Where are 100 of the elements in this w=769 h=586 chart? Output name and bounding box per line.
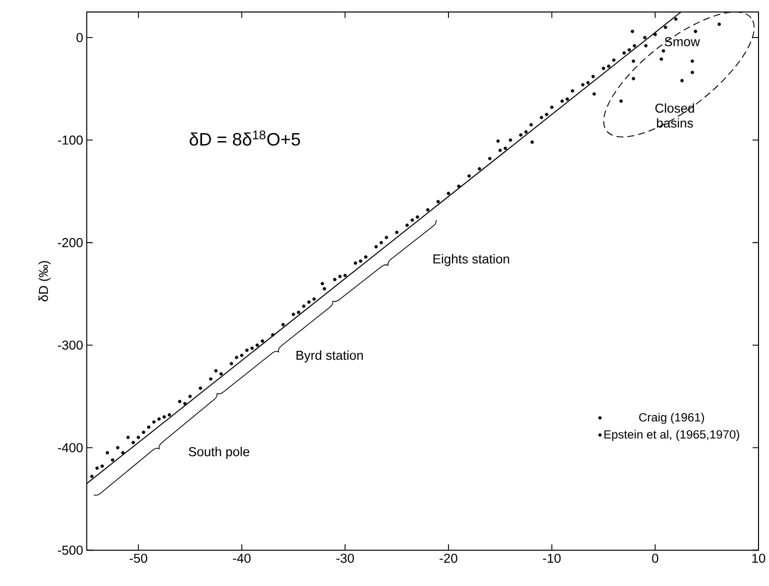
y-tick-label: -500 [58,546,83,555]
point [312,297,316,301]
point [662,49,666,53]
point [544,112,548,116]
point [644,44,648,48]
point [230,362,234,366]
point [560,99,564,103]
point [168,413,172,417]
point [152,420,156,424]
x-tick-label: -30 [336,554,354,563]
point [106,451,110,454]
legend-label: Epstein et al, (1965,1970) [604,430,740,441]
point [674,17,678,21]
point [570,89,574,93]
point [446,192,450,196]
point [488,156,492,160]
point [333,278,336,282]
point [508,138,512,142]
point [632,59,636,63]
point [296,310,300,314]
point [178,400,182,404]
annotation: Smow [664,37,700,46]
point [260,339,264,343]
point [384,236,388,240]
point [322,287,326,290]
point [457,184,460,188]
y-tick-label: -100 [58,135,83,145]
point [320,282,324,286]
point [147,425,150,429]
point [416,215,420,219]
point [619,99,623,103]
point [632,76,636,80]
point [496,139,500,143]
point [467,174,471,178]
point [116,446,120,450]
point [612,58,616,62]
point [307,300,311,304]
point [380,240,383,244]
point [126,436,130,440]
point [110,458,114,462]
x-tick-label: 10 [752,554,766,563]
point [183,402,187,406]
point [436,200,440,204]
x-tick-label: -50 [130,554,148,563]
point [660,57,664,61]
x-tick-label: -40 [232,554,251,563]
point [90,474,94,478]
point [100,464,104,468]
point [519,133,522,137]
y-tick-label: -200 [58,238,83,248]
point [630,30,634,34]
point [338,274,342,278]
point [602,66,606,70]
point [121,451,125,454]
annotation: Eights station [434,254,510,266]
point [680,78,684,82]
point [358,259,362,263]
point [643,36,647,40]
point [162,415,166,419]
point [690,70,694,74]
point [234,356,238,360]
point [354,261,358,265]
point [591,74,595,78]
point [281,322,285,326]
point [157,417,161,421]
point [271,333,274,337]
point [694,30,698,34]
point [592,92,596,96]
point [478,167,482,170]
point [550,106,554,109]
point [524,130,528,134]
point [142,430,146,434]
point [198,386,202,390]
point [504,146,507,150]
y-tick-label: 0 [76,32,83,42]
point [622,51,626,55]
point [653,32,657,36]
point [214,369,218,372]
point [188,394,192,398]
point [566,97,569,101]
point [256,343,259,347]
point [95,466,99,470]
point [581,83,585,86]
point [540,116,544,120]
point [410,218,414,222]
point [374,245,378,248]
point [498,148,502,152]
point [690,59,694,63]
y-axis-title: δD (‰) [38,261,51,302]
annotation: Closed basins [655,103,694,128]
point [136,436,140,440]
point [250,346,254,350]
point [292,312,296,316]
point [302,304,306,308]
x-tick-label: -10 [543,554,561,563]
text: Craig (1961) [639,412,704,424]
point [405,223,409,227]
point [343,274,347,278]
x-tick-label: -20 [440,554,458,563]
point [240,354,244,358]
